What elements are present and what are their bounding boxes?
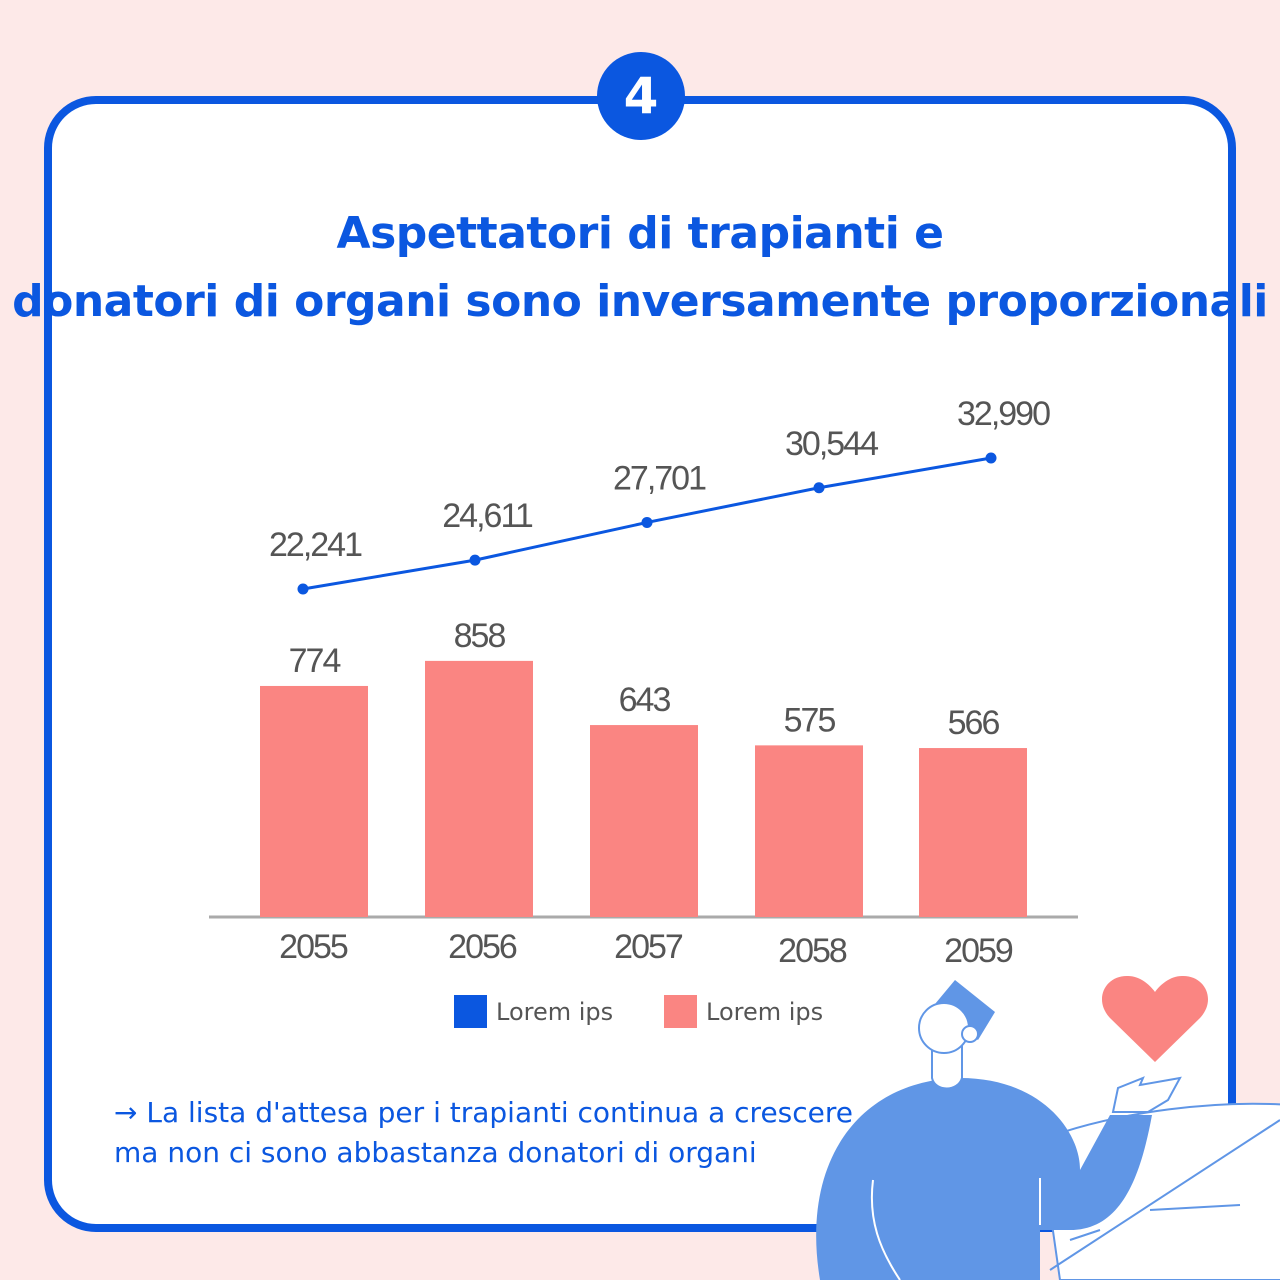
line-value-label: 24,611 (442, 497, 533, 535)
bar-value-label: 858 (454, 617, 506, 655)
line-point (985, 452, 997, 464)
bar-value-label: 566 (948, 704, 1000, 742)
legend-label: Lorem ips (496, 997, 614, 1026)
x-tick-label: 2057 (614, 928, 683, 966)
legend-label: Lorem ips (706, 997, 824, 1026)
bar-value-label: 774 (289, 642, 341, 680)
person-icon (816, 980, 1182, 1280)
x-tick-label: 2059 (944, 932, 1013, 970)
legend-swatch-red (664, 995, 697, 1028)
line-point (641, 516, 653, 528)
line-point (297, 583, 309, 595)
bar (260, 685, 368, 917)
title-line-1: Aspettatori di trapianti e (336, 208, 944, 259)
legend-item-bar: Lorem ips (664, 995, 823, 1028)
line-point (813, 482, 825, 494)
title-line-2: donatori di organi sono inversamente pro… (12, 276, 1268, 327)
bar (590, 725, 698, 917)
x-tick-label: 2055 (279, 928, 348, 966)
line-point (469, 554, 481, 566)
legend-swatch-blue (454, 995, 487, 1028)
line-value-label: 27,701 (613, 459, 706, 497)
bar (755, 745, 863, 917)
x-tick-label: 2056 (448, 928, 517, 966)
footnote-line-1: → La lista d'attesa per i trapianti cont… (114, 1096, 854, 1129)
legend-item-line: Lorem ips (454, 995, 613, 1028)
bar-value-label: 575 (784, 701, 836, 739)
step-badge: 4 (597, 52, 685, 140)
footnote-line-2: ma non ci sono abbastanza donatori di or… (114, 1136, 757, 1169)
heart-icon (1101, 975, 1209, 1062)
bar (919, 748, 1027, 917)
line-value-label: 32,990 (957, 395, 1050, 433)
bar-value-label: 643 (619, 681, 671, 719)
bar (425, 660, 533, 917)
line-value-label: 22,241 (269, 526, 362, 564)
x-tick-label: 2058 (778, 932, 847, 970)
card-frame (44, 96, 1236, 1232)
footnote: → La lista d'attesa per i trapianti cont… (114, 1093, 853, 1173)
line-value-label: 30,544 (785, 425, 878, 463)
